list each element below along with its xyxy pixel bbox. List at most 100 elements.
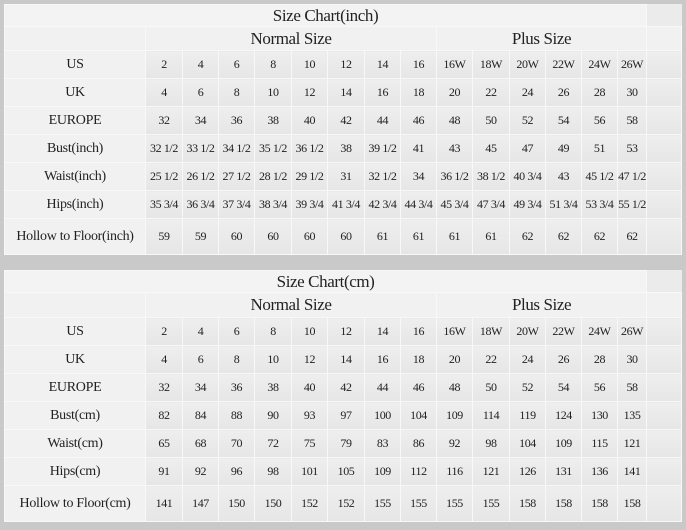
chart-title: Size Chart(cm) — [3, 270, 648, 293]
table-cell: 22 — [472, 78, 510, 107]
table-row: Hollow to Floor(inch) 59 59 60 60 60 60 61 61 61 6… — [4, 218, 682, 255]
table-cell: 18 — [400, 345, 437, 374]
table-cell: 105 — [327, 457, 365, 486]
table-cell: 84 — [182, 401, 219, 430]
row-label: EUROPE — [4, 106, 146, 135]
table-cell: 44 3/4 — [400, 190, 437, 219]
table-cell: 14 — [327, 345, 365, 374]
table-cell: 26 1/2 — [182, 162, 219, 191]
table-cell: 109 — [364, 457, 401, 486]
table-cell: 98 — [472, 429, 510, 458]
table-cell: 61 — [400, 218, 437, 255]
table-cell: 53 3/4 — [581, 190, 618, 219]
table-cell: 10 — [254, 345, 292, 374]
table-cell: 38 — [254, 373, 292, 402]
table-row: UK 4 6 8 10 12 14 16 18 20 22 24 26 28 30 — [4, 78, 682, 107]
table-cell: 12 — [327, 50, 365, 79]
table-cell: 79 — [327, 429, 365, 458]
empty-cell — [646, 401, 682, 430]
table-cell: 38 1/2 — [472, 162, 510, 191]
row-label: UK — [4, 345, 146, 374]
table-cell: 82 — [145, 401, 183, 430]
table-cell: 36 — [218, 373, 255, 402]
table-cell: 121 — [616, 429, 648, 458]
table-cell: 34 — [400, 162, 437, 191]
empty-cell — [646, 190, 682, 219]
table-cell: 16 — [364, 345, 401, 374]
table-row: US 2 4 6 8 10 12 14 16 16W 18W 20W 22W 24W 26W — [4, 317, 682, 346]
table-cell: 6 — [182, 345, 219, 374]
table-cell: 141 — [145, 485, 183, 522]
table-cell: 40 3/4 — [509, 162, 546, 191]
table-cell: 68 — [182, 429, 219, 458]
table-cell: 16W — [436, 317, 473, 346]
table-cell: 152 — [291, 485, 328, 522]
table-cell: 24W — [581, 50, 618, 79]
table-cell: 55 1/2 — [616, 190, 648, 219]
row-label: Bust(inch) — [4, 134, 146, 163]
table-row: Hollow to Floor(cm) 141 147 150 150 152 152 155… — [4, 485, 682, 522]
table-cell: 8 — [218, 78, 255, 107]
table-cell: 60 — [327, 218, 365, 255]
table-cell: 155 — [364, 485, 401, 522]
table-cell: 20W — [509, 50, 546, 79]
table-cell: 28 1/2 — [254, 162, 292, 191]
table-cell: 14 — [364, 50, 401, 79]
table-row: UK 4 6 8 10 12 14 16 18 20 22 24 26 28 30 — [4, 345, 682, 374]
table-cell: 18W — [472, 317, 510, 346]
table-cell: 36 1/2 — [436, 162, 473, 191]
table-cell: 61 — [364, 218, 401, 255]
empty-cell — [646, 292, 682, 318]
title-row: Size Chart(cm) — [3, 270, 682, 293]
row-label: Bust(cm) — [4, 401, 146, 430]
table-cell: 141 — [616, 457, 648, 486]
table-cell: 92 — [182, 457, 219, 486]
table-cell: 30 — [616, 345, 648, 374]
table-cell: 27 1/2 — [218, 162, 255, 191]
table-cell: 26 — [545, 78, 582, 107]
table-cell: 61 — [436, 218, 473, 255]
table-cell: 24 — [509, 345, 546, 374]
table-cell: 88 — [218, 401, 255, 430]
table-cell: 30 — [616, 78, 648, 107]
table-cell: 22W — [545, 317, 582, 346]
table-cell: 158 — [581, 485, 618, 522]
corner-cell — [4, 292, 146, 318]
table-cell: 51 — [581, 134, 618, 163]
table-cell: 34 — [182, 373, 219, 402]
row-label: UK — [4, 78, 146, 107]
table-cell: 33 1/2 — [182, 134, 219, 163]
table-cell: 62 — [581, 218, 618, 255]
table-cell: 98 — [254, 457, 292, 486]
row-label: US — [4, 50, 146, 79]
table-cell: 126 — [509, 457, 546, 486]
table-cell: 24W — [581, 317, 618, 346]
table-cell: 59 — [145, 218, 183, 255]
table-cell: 109 — [436, 401, 473, 430]
table-cell: 10 — [254, 78, 292, 107]
table-cell: 35 3/4 — [145, 190, 183, 219]
table-cell: 4 — [182, 317, 219, 346]
table-cell: 4 — [182, 50, 219, 79]
empty-cell — [646, 78, 682, 107]
table-cell: 14 — [327, 78, 365, 107]
table-cell: 121 — [472, 457, 510, 486]
table-cell: 20 — [436, 345, 473, 374]
table-cell: 12 — [327, 317, 365, 346]
table-cell: 6 — [218, 317, 255, 346]
table-cell: 147 — [182, 485, 219, 522]
table-cell: 100 — [364, 401, 401, 430]
empty-cell — [646, 50, 682, 79]
table-cell: 60 — [218, 218, 255, 255]
table-cell: 46 — [400, 106, 437, 135]
table-cell: 50 — [472, 106, 510, 135]
table-cell: 48 — [436, 106, 473, 135]
table-cell: 38 — [254, 106, 292, 135]
table-cell: 115 — [581, 429, 618, 458]
table-cell: 40 — [291, 106, 328, 135]
table-cell: 150 — [218, 485, 255, 522]
table-cell: 101 — [291, 457, 328, 486]
table-cell: 31 — [327, 162, 365, 191]
row-label: Waist(inch) — [4, 162, 146, 191]
table-cell: 114 — [472, 401, 510, 430]
